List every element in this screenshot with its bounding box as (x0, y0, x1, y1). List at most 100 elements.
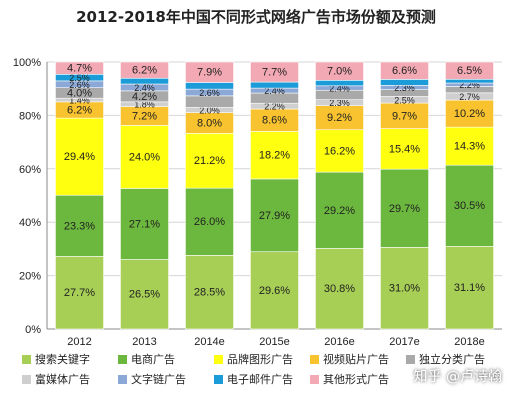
bar-segment (120, 61, 169, 79)
legend-label: 电子邮件广告 (227, 373, 293, 386)
data-label: 21.2% (194, 155, 225, 167)
bar-segment (445, 61, 494, 80)
bar-segment (315, 171, 364, 249)
data-label: 15.4% (389, 143, 420, 155)
legend-swatch (310, 375, 319, 384)
data-label: 9.7% (392, 110, 417, 122)
data-label: 6.5% (457, 65, 482, 77)
bar-segment (250, 81, 299, 89)
bar-segment (315, 129, 364, 173)
data-label: 2.6% (199, 88, 220, 98)
data-label: 9.2% (327, 112, 352, 124)
data-label: 6.6% (392, 65, 417, 77)
data-label: 7.2% (132, 111, 157, 123)
bar-segment (315, 248, 364, 330)
data-label: 31.1% (454, 282, 485, 294)
bar-segment (185, 82, 234, 90)
data-label: 14.3% (454, 141, 485, 153)
bar-segment (185, 187, 234, 256)
data-label: 29.4% (64, 151, 95, 163)
y-tick-label: 20% (19, 271, 41, 283)
data-label: 27.7% (64, 287, 95, 299)
x-tick-label: 2012 (67, 336, 91, 348)
data-label: 26.5% (129, 289, 160, 301)
bar-segment (380, 61, 429, 80)
bar-segment (185, 133, 234, 189)
bar-segment (250, 61, 299, 83)
bar-segment (55, 194, 104, 257)
data-label: 4.2% (132, 91, 157, 103)
data-label: 2.5% (394, 95, 415, 105)
x-tick-label: 2018e (454, 336, 485, 348)
y-tick-label: 60% (19, 164, 41, 176)
bar-segment (315, 105, 364, 131)
bar-segment (250, 178, 299, 253)
x-tick-label: 2016e (324, 336, 355, 348)
legend-label: 文字链广告 (131, 372, 186, 386)
data-label: 2.6% (69, 80, 90, 90)
x-tick-label: 2017e (389, 336, 420, 348)
data-label: 26.0% (194, 216, 225, 228)
legend-swatch (22, 355, 31, 364)
legend-label: 富媒体广告 (35, 372, 90, 386)
data-label: 4.7% (67, 63, 92, 75)
data-label: 7.9% (197, 67, 222, 79)
legend-label: 电商广告 (131, 352, 175, 366)
data-label: 7.7% (262, 67, 287, 79)
bar-segment (380, 247, 429, 330)
data-label: 18.2% (259, 150, 290, 162)
legend-label: 独立分类广告 (419, 352, 485, 366)
legend-swatch (214, 375, 223, 384)
y-tick-label: 40% (19, 217, 41, 229)
bar-segment (120, 259, 169, 330)
bar-segment (380, 128, 429, 170)
legend-label: 其他形式广告 (323, 373, 389, 386)
bar-segment (315, 61, 364, 81)
data-label: 2.2% (264, 102, 285, 112)
data-label: 6.2% (67, 104, 92, 116)
data-label: 23.3% (64, 220, 95, 232)
legend-swatch (214, 355, 223, 364)
bar-segment (445, 78, 494, 84)
data-label: 16.2% (324, 145, 355, 157)
data-label: 31.0% (389, 283, 420, 295)
data-label: 8.0% (197, 117, 222, 129)
legend-swatch (406, 355, 415, 364)
data-label: 27.1% (129, 218, 160, 230)
data-label: 2.0% (199, 106, 220, 116)
data-label: 29.7% (389, 203, 420, 215)
data-label: 28.5% (194, 287, 225, 299)
data-label: 27.9% (259, 210, 290, 222)
bar-segment (250, 131, 299, 180)
data-label: 30.5% (454, 200, 485, 212)
data-label: 24.0% (129, 151, 160, 163)
x-tick-label: 2015e (259, 336, 290, 348)
bar-segment (185, 61, 234, 83)
bar-segment (445, 99, 494, 128)
data-label: 2.7% (459, 92, 480, 102)
data-label: 2.5% (69, 73, 90, 83)
bar-segment (380, 79, 429, 86)
data-label: 2.4% (134, 83, 155, 93)
chart-title: 2012-2018年中国不同形式网络广告市场份额及预测 (76, 8, 436, 26)
legend-swatch (118, 375, 127, 384)
data-label: 29.6% (259, 285, 290, 297)
data-label: 1.8% (134, 100, 155, 110)
legend-label: 搜索关键字 (35, 352, 90, 366)
legend-label: 视频贴片广告 (323, 352, 389, 366)
bar-segment (185, 255, 234, 330)
bar-segment (55, 117, 104, 196)
legend-label: 品牌图形广告 (227, 352, 293, 366)
data-label: 6.2% (132, 65, 157, 77)
bar-segment (55, 61, 104, 75)
data-label: 8.6% (262, 115, 287, 127)
bar-segment (315, 80, 364, 87)
legend-swatch (22, 375, 31, 384)
legend-swatch (310, 355, 319, 364)
data-label: 4.0% (67, 87, 92, 99)
data-label: 30.8% (324, 283, 355, 295)
bar-segment (250, 251, 299, 330)
data-label: 1.4% (69, 96, 90, 106)
